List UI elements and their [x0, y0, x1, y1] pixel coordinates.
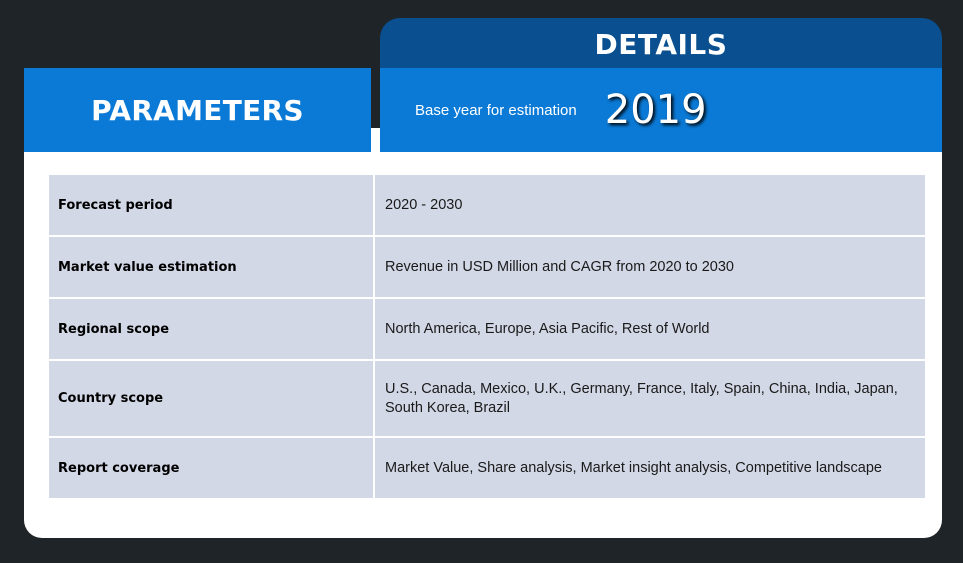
table-row: Market value estimation Revenue in USD M…: [49, 235, 925, 297]
detail-cell: 2020 - 2030: [385, 196, 463, 213]
details-header: DETAILS: [380, 18, 942, 70]
detail-cell: Market Value, Share analysis, Market ins…: [385, 459, 882, 476]
base-year-label: Base year for estimation: [415, 101, 577, 119]
base-year-banner: Base year for estimation 2019: [380, 68, 942, 152]
table-row: Country scope U.S., Canada, Mexico, U.K.…: [49, 359, 925, 436]
detail-cell: North America, Europe, Asia Pacific, Res…: [385, 320, 710, 337]
table-row: Report coverage Market Value, Share anal…: [49, 436, 925, 498]
parameter-cell: Report coverage: [49, 438, 375, 498]
parameters-title: PARAMETERS: [91, 93, 304, 127]
table-row: Forecast period 2020 - 2030: [49, 175, 925, 235]
parameter-cell: Market value estimation: [49, 237, 375, 297]
parameter-cell: Country scope: [49, 361, 375, 436]
base-year-value: 2019: [604, 87, 707, 133]
parameters-header: PARAMETERS: [24, 68, 371, 152]
parameter-cell: Regional scope: [49, 299, 375, 359]
detail-cell: U.S., Canada, Mexico, U.K., Germany, Fra…: [385, 380, 898, 416]
parameters-table: Forecast period 2020 - 2030 Market value…: [49, 175, 925, 498]
table-row: Regional scope North America, Europe, As…: [49, 297, 925, 359]
detail-cell: Revenue in USD Million and CAGR from 202…: [385, 258, 734, 275]
parameter-cell: Forecast period: [49, 175, 375, 235]
details-title: DETAILS: [594, 27, 728, 61]
